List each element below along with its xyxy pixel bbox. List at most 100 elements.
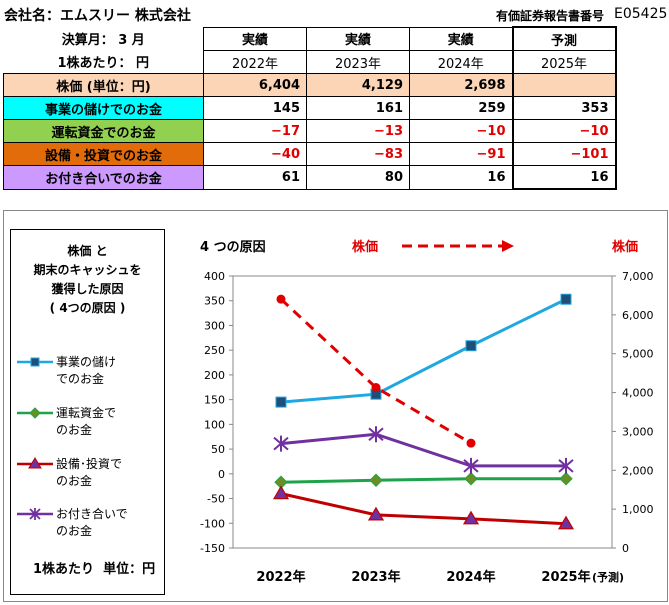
table-cell: 161 [306,96,410,120]
row-label: 設備・投資でのお金 [3,142,204,166]
y-tick-label: 50 [211,443,225,456]
y-tick-label: 100 [204,418,225,431]
report-label: 有価証券報告書番号 [496,9,605,23]
table-cell: −101 [511,142,617,166]
x-tick-label: 2023年 [351,569,400,585]
column-kind: 実績 [203,26,307,51]
table-cell: −40 [203,142,307,166]
report-code: E05425 [614,6,668,22]
data-point-star [368,426,384,443]
y2-tick-label: 1,000 [622,503,654,516]
data-point-diamond [369,473,383,487]
y2-tick-label: 3,000 [622,425,654,438]
row-label: 運転資金でのお金 [3,119,204,143]
legend-title-line: 株価 と [67,244,108,258]
y-tick-label: -150 [200,542,225,555]
legend-item-label: 事業の儲け [56,355,117,369]
y-tick-label: 150 [204,394,225,407]
chart-subtitle: 4 つの原因 [200,240,266,255]
data-point-diamond [559,472,573,486]
data-point-triangle [367,506,385,521]
y-tick-label: 300 [204,319,225,332]
column-year-forecast: 2025年 [511,50,617,74]
x-tick-label: 2022年 [256,569,305,585]
financial-table: 決算月： 3 月 実績 実績 実績 予測 1株あたり： 円 2022年 2023… [3,26,617,190]
legend-title-line: 獲得した原因 [51,282,124,296]
data-point-circle [276,294,286,304]
fiscal-month: 決算月： 3 月 [61,33,145,49]
table-cell: 353 [511,96,617,120]
row-label: お付き合いでのお金 [3,165,204,190]
legend-item: 事業の儲け でのお金 [56,354,116,388]
y2-tick-label: 6,000 [622,309,654,322]
data-point-square [275,396,287,408]
legend-item-label: 設備･投資で [56,457,123,471]
data-point-diamond [464,472,478,486]
y2-tick-label: 4,000 [622,387,654,400]
column-kind-forecast: 予測 [511,26,617,51]
data-point-triangle [272,485,290,500]
table-cell: 16 [409,165,513,190]
legend-item: 運転資金で のお金 [56,405,116,439]
row-label: 株価 (単位：円) [3,73,204,97]
table-cell: 16 [511,165,617,190]
data-point-triangle [462,510,480,525]
legend-marker-square-icon [17,357,53,367]
y2-tick-label: 7,000 [622,270,654,283]
unit-note: 1株あたり 単位：円 [33,562,156,577]
y-tick-label: -50 [207,493,225,506]
legend-item: 設備･投資で のお金 [56,456,122,490]
x-tick-label: 2024年 [446,569,495,585]
table-cell: 2,698 [409,73,513,97]
row-label: 事業の儲けでのお金 [3,96,204,120]
y2-tick-label: 2,000 [622,464,654,477]
data-point-square [465,340,477,352]
table-cell: −83 [306,142,410,166]
table-cell: 145 [203,96,307,120]
plot-border [232,275,613,549]
y-tick-label: 400 [204,270,225,283]
data-point-circle [371,383,381,393]
chart-frame [3,210,668,602]
x-tick-label: 2025年 [541,569,590,585]
data-point-star [273,435,289,452]
price-series-label: 株価 [352,239,378,255]
table-cell: 61 [203,165,307,190]
table-row: お付き合いでのお金 61 80 16 16 [3,165,617,190]
plot-area: -150 -100 -50 0 50 100 150 200 250 300 350 400 0 1,00… [200,270,653,585]
y-tick-label: -100 [200,517,225,530]
legend-item-label: でのお金 [56,372,105,386]
data-point-triangle [557,515,575,530]
table-cell: −91 [409,142,513,166]
column-year: 2022年 [203,50,307,74]
y2-tick-label: 0 [622,542,629,555]
y-tick-label: 200 [204,369,225,382]
company-name: 会社名：エムスリー 株式会社 [4,8,191,24]
series-line [280,477,566,484]
legend-item-label: のお金 [56,474,93,488]
table-cell: −13 [306,119,410,143]
data-point-star [558,457,574,474]
legend-markers [17,357,53,520]
column-kind: 実績 [409,26,513,51]
data-point-circle [466,438,476,448]
legend-item-label: のお金 [56,423,93,437]
table-cell [511,73,617,97]
legend-title-line: ( 4つの原因 ) [49,301,126,315]
legend-item-label: 運転資金で [56,406,117,420]
right-axis-title: 株価 [612,239,638,255]
y-tick-label: 250 [204,344,225,357]
legend-item: お付き合いで のお金 [56,506,128,540]
series-line [280,297,567,404]
legend-title-line: 期末のキャッシュを [33,263,142,277]
legend-marker-diamond-icon [17,407,53,419]
series-line [280,432,566,468]
y-tick-label: 0 [218,468,225,481]
table-cell: 80 [306,165,410,190]
legend-item-label: お付き合いで [56,507,128,521]
legend-box: 株価 と 期末のキャッシュを 獲得した原因 ( 4つの原因 ) 事業の儲け での… [10,229,165,595]
data-point-star [463,457,479,474]
table-row: 設備・投資でのお金 −40 −83 −91 −101 [3,142,617,166]
price-arrowhead-icon [502,240,514,252]
